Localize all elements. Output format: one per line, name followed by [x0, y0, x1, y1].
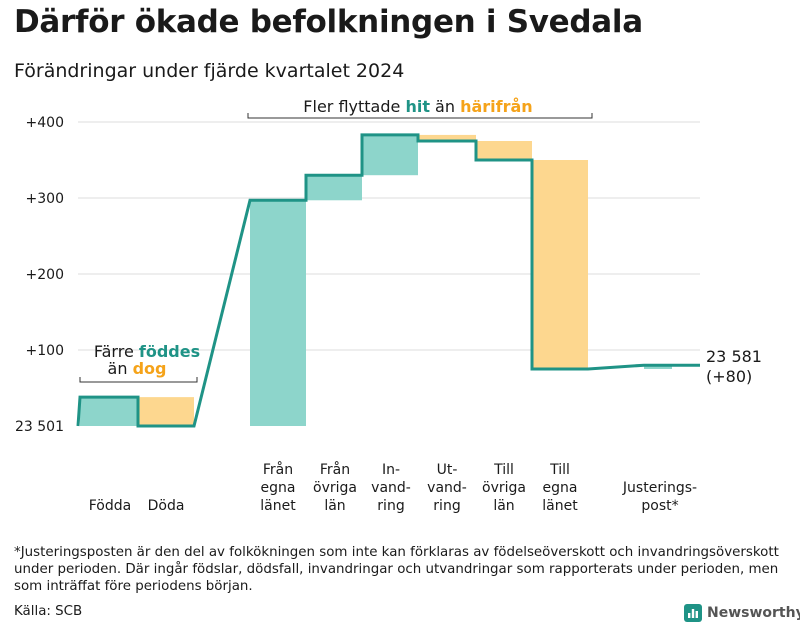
- y-tick-label: +400: [26, 115, 64, 131]
- category-label-line: Justerings-: [622, 480, 697, 496]
- annotation-text: än: [108, 359, 133, 378]
- category-label-line: Från: [320, 461, 350, 478]
- category-label-line: vand-: [427, 480, 467, 496]
- category-label-line: övriga: [313, 480, 357, 496]
- waterfall-bar: [418, 134, 476, 141]
- source-label: Källa: SCB: [14, 604, 83, 619]
- y-tick-label: +300: [26, 191, 64, 207]
- category-label: Till egna länet: [542, 462, 578, 514]
- newsworthy-logo: Newsworthy: [684, 604, 800, 622]
- category-label: Till övriga län: [482, 462, 526, 514]
- category-label-line: egna: [261, 480, 296, 496]
- category-label-line: Ut-: [437, 462, 458, 478]
- footnote: *Justeringsposten är den del av folkökni…: [14, 545, 779, 594]
- chart-subtitle: Förändringar under fjärde kvartalet 2024: [14, 60, 405, 82]
- waterfall-chart: +100 +200 +300 +400 23 501 Födda Döda Från egna l…: [15, 97, 762, 514]
- waterfall-bar: [644, 365, 672, 369]
- annotation-births-line2: än dog: [108, 359, 167, 378]
- annotation-births-bracket: [79, 377, 198, 383]
- category-label: Från övriga län: [313, 461, 357, 514]
- annotation-text: än: [430, 97, 460, 116]
- baseline-label: 23 501: [15, 419, 64, 435]
- category-label-line: Döda: [148, 498, 185, 514]
- annotation-text: Färre: [94, 342, 139, 361]
- y-tick-label: +200: [26, 267, 64, 283]
- annotation-highlight: hit: [405, 97, 430, 116]
- waterfall-bar: [306, 175, 362, 201]
- annotation-births-line1: Färre föddes: [94, 342, 200, 361]
- y-tick-label: +100: [26, 343, 64, 359]
- category-label-line: Från: [263, 461, 293, 478]
- category-label-line: övriga: [482, 480, 526, 496]
- waterfall-bar: [476, 141, 532, 160]
- end-change-label: (+80): [706, 367, 752, 386]
- category-label-line: In-: [382, 462, 400, 478]
- annotation-highlight: härifrån: [460, 97, 533, 116]
- annotation-highlight: föddes: [139, 342, 200, 361]
- cumulative-step-line: [76, 133, 700, 428]
- chart-title: Därför ökade befolkningen i Svedala: [14, 4, 643, 40]
- category-label-line: post*: [641, 498, 678, 514]
- annotation-migration-bracket: [247, 113, 593, 119]
- category-label-line: Födda: [89, 498, 131, 514]
- waterfall-bar: [250, 200, 306, 426]
- category-label: Ut-vand-ring: [427, 462, 467, 514]
- category-label: In-vand-ring: [371, 462, 411, 514]
- end-value-label: 23 581: [706, 347, 762, 366]
- category-label-line: län: [493, 498, 514, 514]
- category-label: Justerings-post*: [622, 480, 697, 514]
- category-label-line: Till: [493, 462, 514, 478]
- category-label-line: ring: [433, 498, 460, 514]
- logo-icon: [684, 604, 702, 622]
- category-label: Döda: [148, 498, 185, 514]
- annotation-migration: Fler flyttade hit än härifrån: [303, 97, 532, 116]
- category-label-line: egna: [543, 480, 578, 496]
- category-label-line: ring: [377, 498, 404, 514]
- annotation-highlight: dog: [133, 359, 167, 378]
- waterfall-bar: [532, 160, 588, 369]
- annotation-text: Fler flyttade: [303, 97, 405, 116]
- category-label-line: Till: [549, 462, 570, 478]
- category-label: Födda: [89, 498, 131, 514]
- category-label-line: länet: [542, 498, 578, 514]
- category-label-line: länet: [260, 498, 296, 514]
- category-label-line: vand-: [371, 480, 411, 496]
- waterfall-bar: [80, 397, 138, 426]
- category-label: Från egna länet: [260, 461, 296, 514]
- waterfall-bar: [362, 134, 418, 176]
- waterfall-bar: [138, 397, 194, 426]
- category-label-line: län: [324, 498, 345, 514]
- logo-text: Newsworthy: [707, 605, 800, 621]
